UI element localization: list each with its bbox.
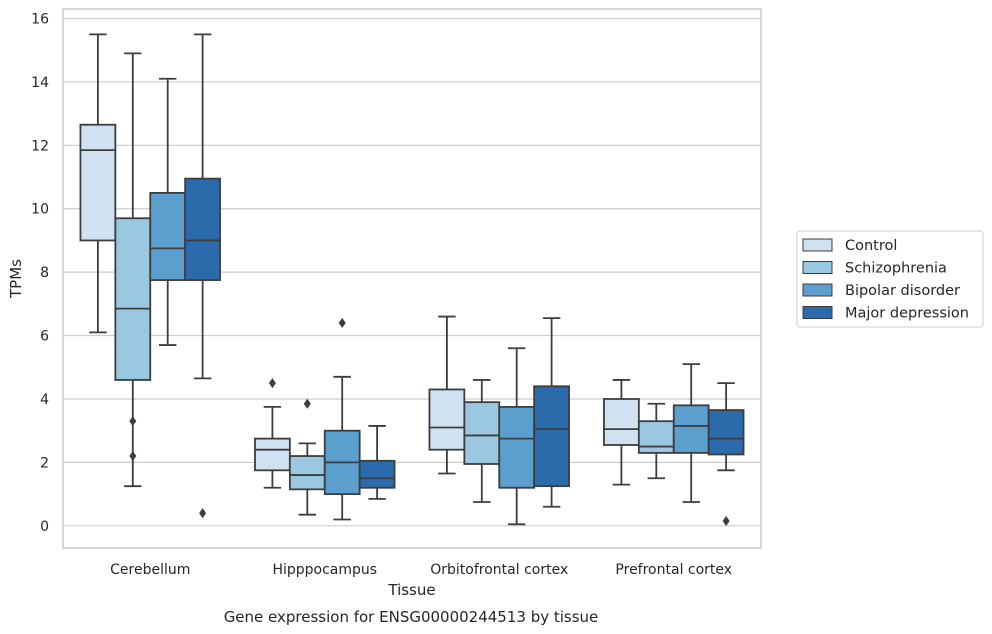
box-0-0 <box>79 33 117 334</box>
legend-swatch <box>802 261 833 274</box>
outlier-point <box>268 378 276 389</box>
legend-label: Bipolar disorder <box>845 283 960 299</box>
box-body <box>79 123 117 242</box>
legend-label: Schizophrenia <box>845 261 947 277</box>
box-body <box>149 191 187 281</box>
box-body <box>672 404 710 454</box>
x-axis-label: Tissue <box>387 581 435 599</box>
x-tick-label: Cerebellum <box>110 562 190 578</box>
box-3-1 <box>637 402 675 480</box>
y-axis-ticks: 0 2 4 6 8 10 12 14 16 <box>31 12 49 535</box>
box-3-3 <box>707 382 745 527</box>
box-body <box>428 388 466 451</box>
box-0-1 <box>114 52 152 488</box>
box-body <box>114 217 152 381</box>
box-body <box>498 406 536 489</box>
x-tick-label: Hipppocampus <box>272 562 377 578</box>
legend-swatch <box>802 283 833 297</box>
box-body <box>184 177 221 281</box>
box-0-3 <box>184 33 221 519</box>
box-1-3 <box>358 425 396 500</box>
box-2-0 <box>428 315 466 475</box>
legend-swatch <box>802 306 833 319</box>
y-tick-label: 10 <box>31 202 49 218</box>
box-3-0 <box>603 379 640 486</box>
x-axis-ticks: Cerebellum Hipppocampus Orbitofrontal cort… <box>110 562 732 578</box>
plot-area <box>62 8 762 549</box>
legend-swatch <box>802 238 833 252</box>
y-tick-label: 4 <box>40 392 49 408</box>
outlier-point <box>338 317 346 328</box>
box-body <box>254 437 291 472</box>
boxes <box>79 33 745 527</box>
box-3-2 <box>672 363 710 503</box>
box-0-2 <box>149 77 187 346</box>
box-2-2 <box>498 347 536 526</box>
outlier-point <box>303 398 311 409</box>
y-tick-label: 6 <box>40 329 49 345</box>
outlier-point <box>129 416 137 427</box>
y-tick-label: 0 <box>40 519 49 535</box>
y-axis-label: TPMs <box>7 259 25 299</box>
legend-label: Major depression <box>845 306 969 322</box>
x-tick-label: Orbitofrontal cortex <box>430 562 568 578</box>
box-2-3 <box>533 317 570 508</box>
y-tick-label: 16 <box>31 12 49 28</box>
outlier-point <box>199 508 207 519</box>
y-tick-label: 8 <box>40 265 49 281</box>
legend-frame <box>796 230 984 328</box>
box-body <box>707 409 745 456</box>
box-1-0 <box>254 378 291 489</box>
box-body <box>533 385 570 488</box>
box-2-1 <box>463 379 501 503</box>
legend-label: Control <box>845 238 897 254</box>
box-body <box>288 455 326 491</box>
box-body <box>637 420 675 454</box>
y-tick-label: 14 <box>31 75 49 91</box>
y-tick-label: 2 <box>40 455 49 471</box>
outlier-point <box>722 516 730 527</box>
x-tick-label: Prefrontal cortex <box>615 562 732 578</box>
box-body <box>358 459 396 489</box>
box-1-2 <box>323 317 361 521</box>
legend: Control Schizophrenia Bipolar disorder Majo… <box>796 230 984 328</box>
y-tick-label: 12 <box>31 138 49 154</box>
outlier-point <box>129 451 137 462</box>
box-1-1 <box>288 398 326 516</box>
box-body <box>603 398 640 446</box>
chart-caption: Gene expression for ENSG00000244513 by t… <box>224 608 599 626</box>
box-body <box>463 401 501 465</box>
